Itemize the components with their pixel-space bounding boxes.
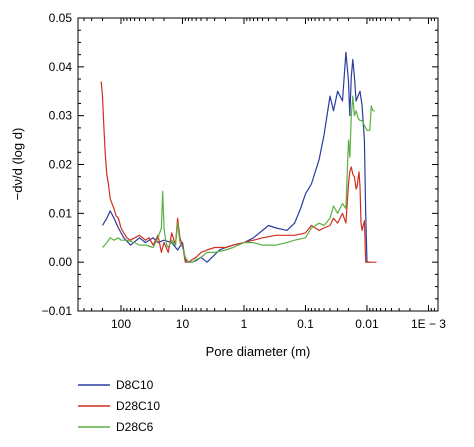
legend-label-d8c10: D8C10 <box>116 378 154 392</box>
y-tick-label: −0.01 <box>42 304 73 318</box>
plot-frame <box>77 17 439 312</box>
series-lines <box>100 51 377 263</box>
y-axis-title: −dν/d (log d) <box>10 128 25 201</box>
series-line-d28c10 <box>100 81 377 263</box>
legend-label-d28c6: D28C6 <box>116 420 154 434</box>
x-tick-label: 0.1 <box>297 317 314 331</box>
y-tick-label: 0.04 <box>49 60 73 74</box>
y-tick-label: 0.00 <box>49 255 73 269</box>
legend: D8C10 D28C10 D28C6 <box>78 378 160 434</box>
y-tick-label: 0.02 <box>49 158 73 172</box>
x-tick-label: 1E − 3 <box>411 317 446 331</box>
series-line-d8c10 <box>101 51 370 263</box>
x-tick-label: 100 <box>111 317 131 331</box>
legend-label-d28c10: D28C10 <box>116 399 160 413</box>
x-axis: 100 10 1 0.1 0.01 1E − 3 <box>77 18 446 331</box>
x-tick-label: 1 <box>241 317 248 331</box>
y-tick-label: 0.03 <box>49 109 73 123</box>
y-tick-label: 0.01 <box>49 206 73 220</box>
x-axis-title: Pore diameter (m) <box>206 344 311 359</box>
y-axis: −0.01 0.00 0.01 0.02 0.03 0.04 0.05 <box>42 11 438 318</box>
series-line-d28c6 <box>102 95 375 263</box>
x-tick-label: 10 <box>176 317 190 331</box>
x-tick-label: 0.01 <box>355 317 379 331</box>
y-tick-label: 0.05 <box>49 11 73 25</box>
